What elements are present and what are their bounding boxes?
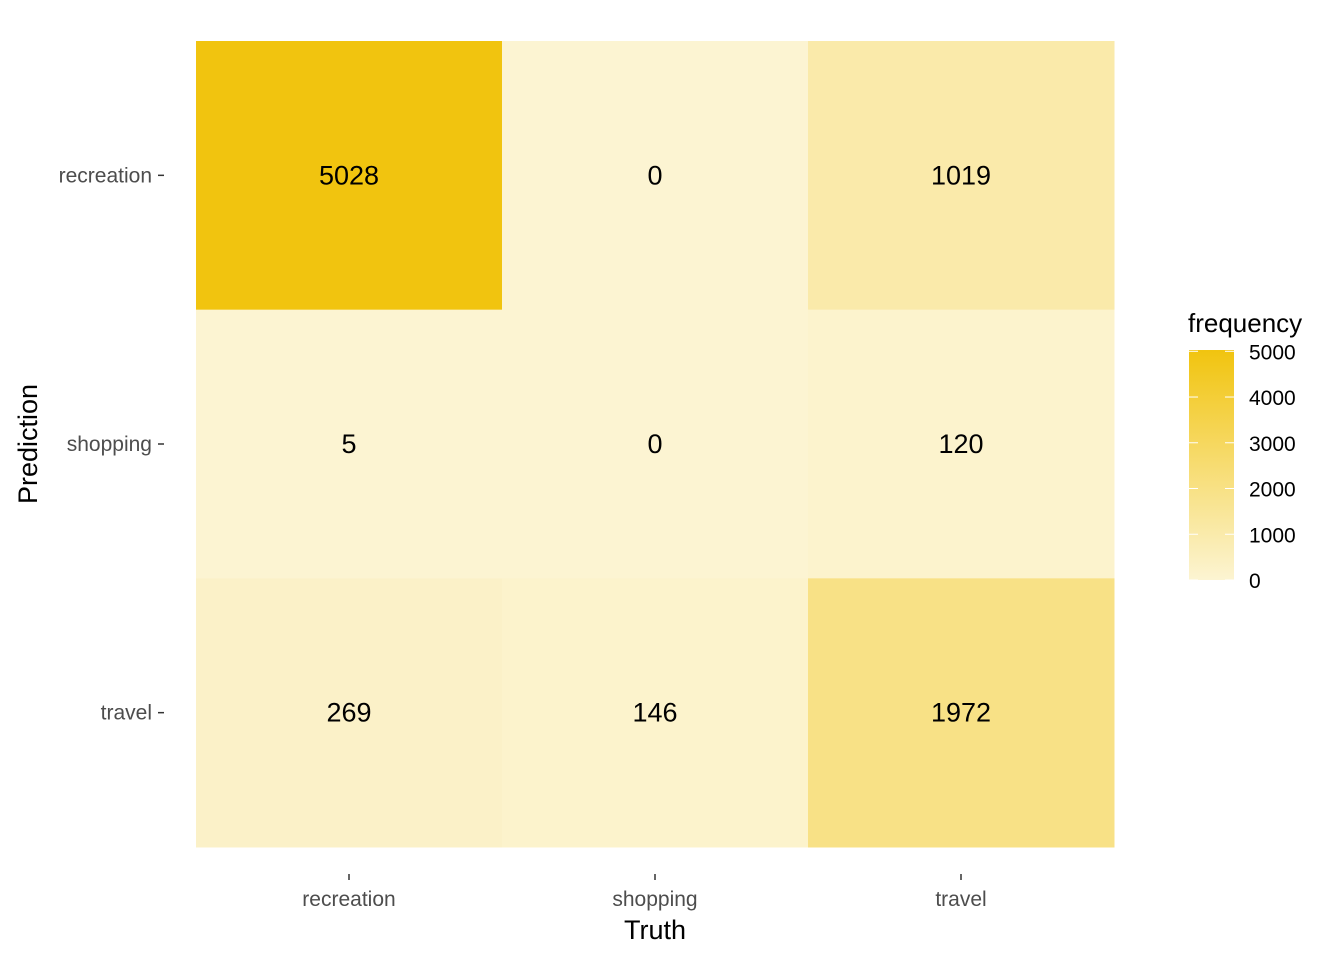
- legend-label-1000: 1000: [1249, 524, 1296, 547]
- legend-ticks: 0 1000 2000 3000 4000 5000: [1189, 341, 1296, 593]
- legend-title: frequency: [1188, 308, 1302, 338]
- cell-value-labels: 5028 0 1019 5 0 120 269 146 1972: [319, 160, 991, 727]
- y-tick-label-travel: travel: [101, 702, 152, 725]
- heatmap-cell-travel-shopping: [502, 578, 809, 848]
- legend-label-2000: 2000: [1249, 479, 1296, 502]
- heatmap-cell-recreation-recreation: [196, 41, 503, 311]
- cell-label-travel-travel: 1972: [931, 698, 991, 728]
- legend-label-5000: 5000: [1249, 341, 1296, 364]
- legend-label-4000: 4000: [1249, 387, 1296, 410]
- x-tick-label-recreation: recreation: [302, 888, 395, 911]
- legend-colorbar: [1189, 350, 1234, 580]
- x-tick-label-travel: travel: [935, 888, 986, 911]
- cell-label-recreation-travel: 1019: [931, 160, 991, 190]
- y-tick-label-recreation: recreation: [59, 164, 152, 187]
- heatmap-cell-travel-recreation: [196, 578, 503, 848]
- heatmap-cell-shopping-shopping: [502, 309, 809, 579]
- y-tick-label-shopping: shopping: [67, 433, 152, 456]
- cell-label-shopping-recreation: 5: [341, 429, 356, 459]
- x-axis-title: Truth: [624, 915, 686, 945]
- x-tick-label-shopping: shopping: [612, 888, 697, 911]
- cell-label-recreation-shopping: 0: [647, 160, 662, 190]
- heatmap-cells: [196, 41, 1115, 848]
- cell-label-shopping-shopping: 0: [647, 429, 662, 459]
- legend-label-0: 0: [1249, 570, 1261, 593]
- cell-label-shopping-travel: 120: [938, 429, 983, 459]
- heatmap-cell-recreation-travel: [808, 41, 1115, 311]
- x-axis: recreation shopping travel: [302, 874, 987, 911]
- heatmap-cell-shopping-travel: [808, 309, 1115, 579]
- y-axis: recreation shopping travel: [59, 164, 164, 725]
- cell-label-travel-recreation: 269: [326, 698, 371, 728]
- y-axis-title: Prediction: [13, 384, 43, 504]
- heatmap-cell-recreation-shopping: [502, 41, 809, 311]
- heatmap-cell-shopping-recreation: [196, 309, 503, 579]
- cell-label-travel-shopping: 146: [632, 698, 677, 728]
- color-legend: frequency 0 1000 2000 3000 4000 5000: [1188, 308, 1302, 593]
- heatmap-cell-travel-travel: [808, 578, 1115, 848]
- cell-label-recreation-recreation: 5028: [319, 160, 379, 190]
- legend-label-3000: 3000: [1249, 433, 1296, 456]
